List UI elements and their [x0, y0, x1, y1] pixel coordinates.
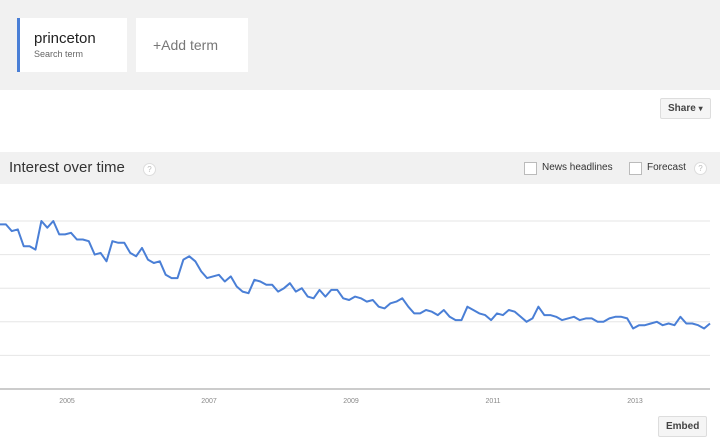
forecast-checkbox[interactable] — [629, 162, 642, 175]
chevron-down-icon: ▾ — [698, 104, 703, 113]
search-term-text: princeton — [34, 30, 96, 47]
news-headlines-checkbox[interactable] — [524, 162, 537, 175]
x-tick-label: 2013 — [627, 398, 643, 405]
share-label: Share — [668, 103, 696, 114]
help-icon[interactable]: ? — [143, 163, 156, 176]
section-title: Interest over time — [9, 159, 125, 176]
forecast-help-icon[interactable]: ? — [694, 162, 707, 175]
search-term-subtitle: Search term — [34, 49, 84, 59]
share-button[interactable]: Share ▾ — [660, 98, 711, 119]
search-terms-bar: princeton Search term +Add term — [0, 0, 720, 90]
interest-chart: 2005 2007 2009 2011 2013 — [0, 220, 711, 405]
x-tick-label: 2009 — [343, 398, 359, 405]
forecast-label: Forecast — [647, 162, 686, 173]
add-term-button[interactable]: +Add term — [136, 18, 248, 72]
x-tick-label: 2005 — [59, 398, 75, 405]
x-tick-label: 2007 — [201, 398, 217, 405]
news-headlines-label: News headlines — [542, 162, 613, 173]
x-tick-label: 2011 — [485, 398, 500, 405]
embed-button[interactable]: Embed — [658, 416, 708, 437]
interest-over-time-header: Interest over time ? News headlines Fore… — [0, 152, 720, 184]
search-term-card[interactable]: princeton Search term — [17, 18, 127, 72]
interest-line — [0, 220, 711, 330]
